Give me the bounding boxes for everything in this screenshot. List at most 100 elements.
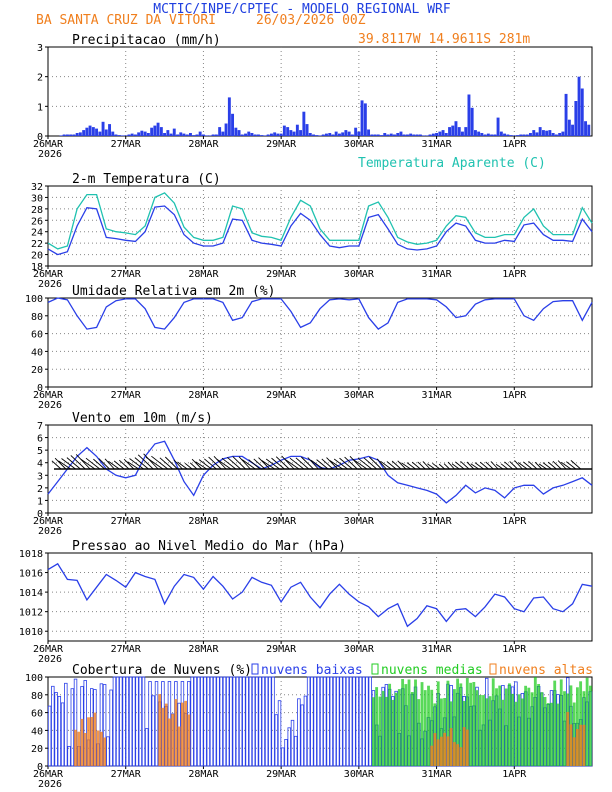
cloud-high-bar <box>77 731 81 766</box>
cloud-low-bar <box>365 676 369 767</box>
precip-bar <box>159 127 163 136</box>
wind-year-label: 2026 <box>38 526 62 537</box>
precip-bar <box>62 134 66 136</box>
cloud-high-bar <box>436 739 440 766</box>
wind-arrow <box>528 460 538 470</box>
wind-arrow <box>118 459 130 470</box>
precip-bar <box>299 130 303 136</box>
temp-ytick-label: 18 <box>31 262 43 273</box>
temp-xtick-label: 30MAR <box>344 269 375 280</box>
wind-arrow <box>227 456 241 470</box>
wind-arrow <box>113 460 125 470</box>
precip-bar <box>354 127 358 136</box>
precip-bar <box>571 124 575 136</box>
wind-arrow <box>137 454 154 470</box>
wind-arrow <box>75 454 91 470</box>
cloud-low-bar <box>57 696 62 767</box>
cloud-medium-bar <box>524 685 528 766</box>
wind-arrow <box>198 459 212 470</box>
wind-arrow <box>451 463 460 470</box>
precip-ytick-label: 1 <box>37 102 43 113</box>
cloud-high-bar <box>161 707 165 766</box>
cloud-low-bar <box>51 685 55 767</box>
precip-bar <box>88 125 92 136</box>
temp-panel: 26MAR 27MAR 28MAR 29MAR 30MAR 31MAR 1APR202618… <box>31 156 593 290</box>
cloud-low-bar <box>128 676 133 767</box>
precip-bar <box>425 135 429 136</box>
precip-bar <box>383 133 387 136</box>
wind-arrow <box>271 457 285 470</box>
precip-bar <box>467 94 471 136</box>
cloud-medium-bar <box>417 699 421 766</box>
wind-arrow <box>221 457 237 470</box>
wind-arrow <box>61 458 76 470</box>
precip-bar <box>208 135 212 136</box>
precip-bar <box>257 134 260 136</box>
cloud-low-bar <box>235 676 240 767</box>
cloud-high-bar <box>103 737 107 766</box>
header-date: 26/03/2026 00Z <box>256 13 366 28</box>
cloud-xtick-label: 28MAR <box>188 769 219 780</box>
cloud-low-bar <box>219 676 223 767</box>
wind-arrow <box>104 458 115 470</box>
cloud-low-bar <box>106 736 110 767</box>
cloud-low-bar <box>290 719 295 767</box>
wind-xtick-label: 27MAR <box>111 516 142 527</box>
wind-arrow <box>552 460 562 470</box>
cloud-low-bar <box>339 676 343 767</box>
precip-bar <box>393 134 396 136</box>
wind-arrow <box>177 461 188 470</box>
cloud-medium-bar <box>440 698 443 766</box>
precip-bar <box>338 133 341 136</box>
header-coords: 39.8117W 14.9611S 281m <box>358 32 530 47</box>
cloud-low-bar <box>251 676 256 767</box>
precip-bar <box>542 130 545 136</box>
precip-bar <box>85 127 89 136</box>
precip-bar <box>240 134 244 136</box>
wind-ytick-label: 4 <box>37 459 43 470</box>
rh-xtick-label: 27MAR <box>111 390 142 401</box>
wind-ytick-label: 5 <box>37 446 43 457</box>
wind-arrow <box>258 457 271 470</box>
cloud-medium-bar <box>498 685 502 766</box>
precip-bar <box>234 127 238 136</box>
wind-arrow <box>523 461 533 470</box>
wind-xtick-label: 28MAR <box>188 516 219 527</box>
precip-xtick-label: 31MAR <box>422 139 453 150</box>
precip-bar <box>101 121 105 136</box>
cloud-medium-bar <box>585 677 589 766</box>
cloud-low-bar <box>368 676 372 767</box>
cloud-medium-bar <box>391 699 395 766</box>
cloud-medium-bar <box>563 691 566 766</box>
cloud-low-bar <box>348 676 353 767</box>
cloud-low-bar <box>306 676 311 767</box>
cloud-high-bar <box>74 729 77 766</box>
precip-bar <box>574 101 578 136</box>
precip-bar <box>166 130 170 136</box>
cloud-low-bar <box>274 714 279 767</box>
cloud-medium-bar <box>456 678 460 766</box>
wind-arrow <box>460 460 470 470</box>
wind-ytick-label: 3 <box>37 471 43 482</box>
pres-title: Pressao ao Nivel Medio do Mar (hPa) <box>72 539 346 554</box>
temp-frame <box>47 185 593 267</box>
rh-ytick-label: 100 <box>25 294 43 305</box>
cloud-medium-bar <box>381 690 385 766</box>
temp-ytick-label: 28 <box>31 205 43 216</box>
precip-bar <box>66 134 69 136</box>
cloud-low-bar <box>138 676 143 767</box>
cloud-high-bar <box>453 742 456 766</box>
precip-bar <box>428 134 432 136</box>
cloud-medium-bar <box>511 693 515 766</box>
precip-bar <box>279 133 283 136</box>
wind-arrow <box>466 461 475 470</box>
wind-arrow <box>66 457 81 470</box>
wind-xtick-label: 1APR <box>502 516 527 527</box>
wind-arrow <box>241 459 256 470</box>
precip-bar <box>273 132 277 136</box>
wind-xtick-label: 26MAR <box>33 516 64 527</box>
cloud-medium-bar <box>430 689 434 766</box>
wind-arrow <box>253 458 266 470</box>
wind-arrow <box>58 460 71 470</box>
wind-arrow <box>326 457 339 470</box>
